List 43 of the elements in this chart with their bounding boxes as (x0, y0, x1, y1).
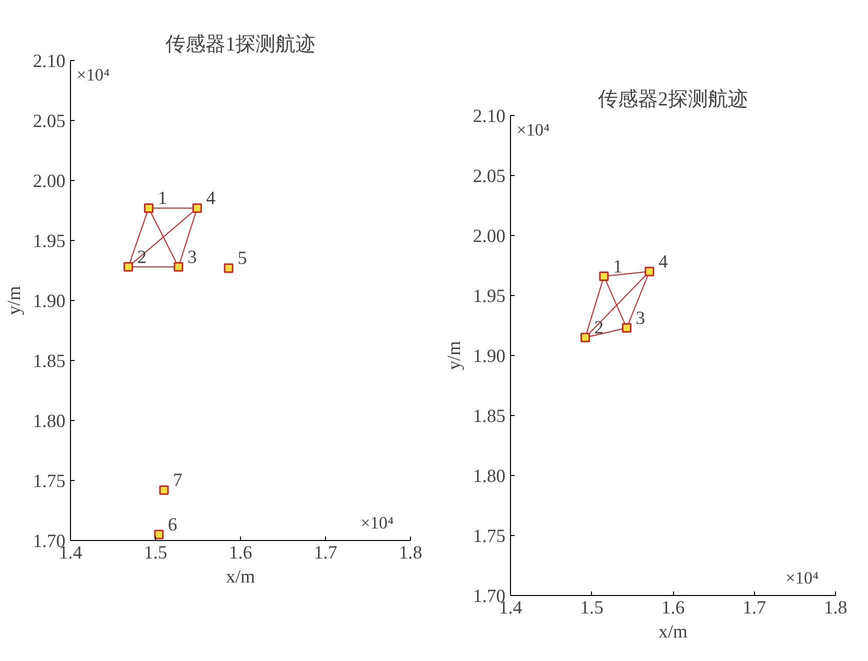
x-tick-label: 1.7 (314, 542, 338, 564)
y-tick-label: 2.05 (32, 111, 66, 132)
y-tick-label: 1.85 (472, 406, 506, 427)
x-axis-title: x/m (226, 566, 256, 588)
y-tick-label: 1.95 (472, 286, 506, 307)
annotation: ×10⁴ (786, 568, 819, 588)
y-tick-label: 1.90 (32, 291, 66, 312)
y-tick-label: 1.85 (32, 351, 66, 372)
annotation: 3 (187, 246, 197, 268)
x-tick-label: 1.5 (144, 542, 168, 564)
annotation: 7 (173, 470, 182, 492)
annotation: 4 (206, 188, 216, 210)
y-tick-label: 1.80 (32, 411, 66, 432)
y-axis-title: y/m (4, 286, 25, 316)
y-tick-label: 1.95 (32, 231, 66, 252)
annotation: ×10⁴ (516, 120, 550, 140)
annotation: 5 (238, 248, 247, 270)
x-tick-label: 1.8 (398, 542, 422, 564)
y-axis-title: y/m (444, 340, 465, 370)
annotation: 1 (612, 256, 622, 278)
y-tick-label: 2.05 (472, 166, 506, 187)
y-tick-label: 2.00 (32, 171, 66, 192)
annotation: ×10⁴ (76, 66, 110, 84)
annotation: 1 (158, 188, 168, 210)
y-tick-label: 1.90 (472, 346, 506, 367)
x-tick-label: 1.5 (580, 598, 604, 618)
y-tick-label: 1.80 (472, 466, 506, 487)
annotation: 6 (168, 514, 178, 536)
x-tick-label: 1.7 (742, 598, 766, 618)
y-tick-label: 1.75 (472, 526, 506, 547)
x-tick-label: 1.8 (824, 598, 848, 618)
y-tick-label: 1.75 (32, 471, 66, 492)
y-tick-label: 2.10 (472, 106, 506, 127)
chart-title: 传感器1探测航迹 (166, 34, 316, 56)
x-axis-title: x/m (658, 622, 688, 642)
annotation: 4 (658, 252, 668, 272)
y-tick-label: 2.10 (32, 51, 66, 72)
annotation: ×10⁴ (360, 514, 394, 532)
y-tick-label: 2.00 (472, 226, 506, 247)
annotation: 3 (636, 308, 646, 329)
x-tick-label: 1.6 (661, 598, 685, 618)
x-tick-label: 1.6 (228, 542, 252, 564)
chart-title: 传感器2探测航迹 (598, 88, 748, 110)
